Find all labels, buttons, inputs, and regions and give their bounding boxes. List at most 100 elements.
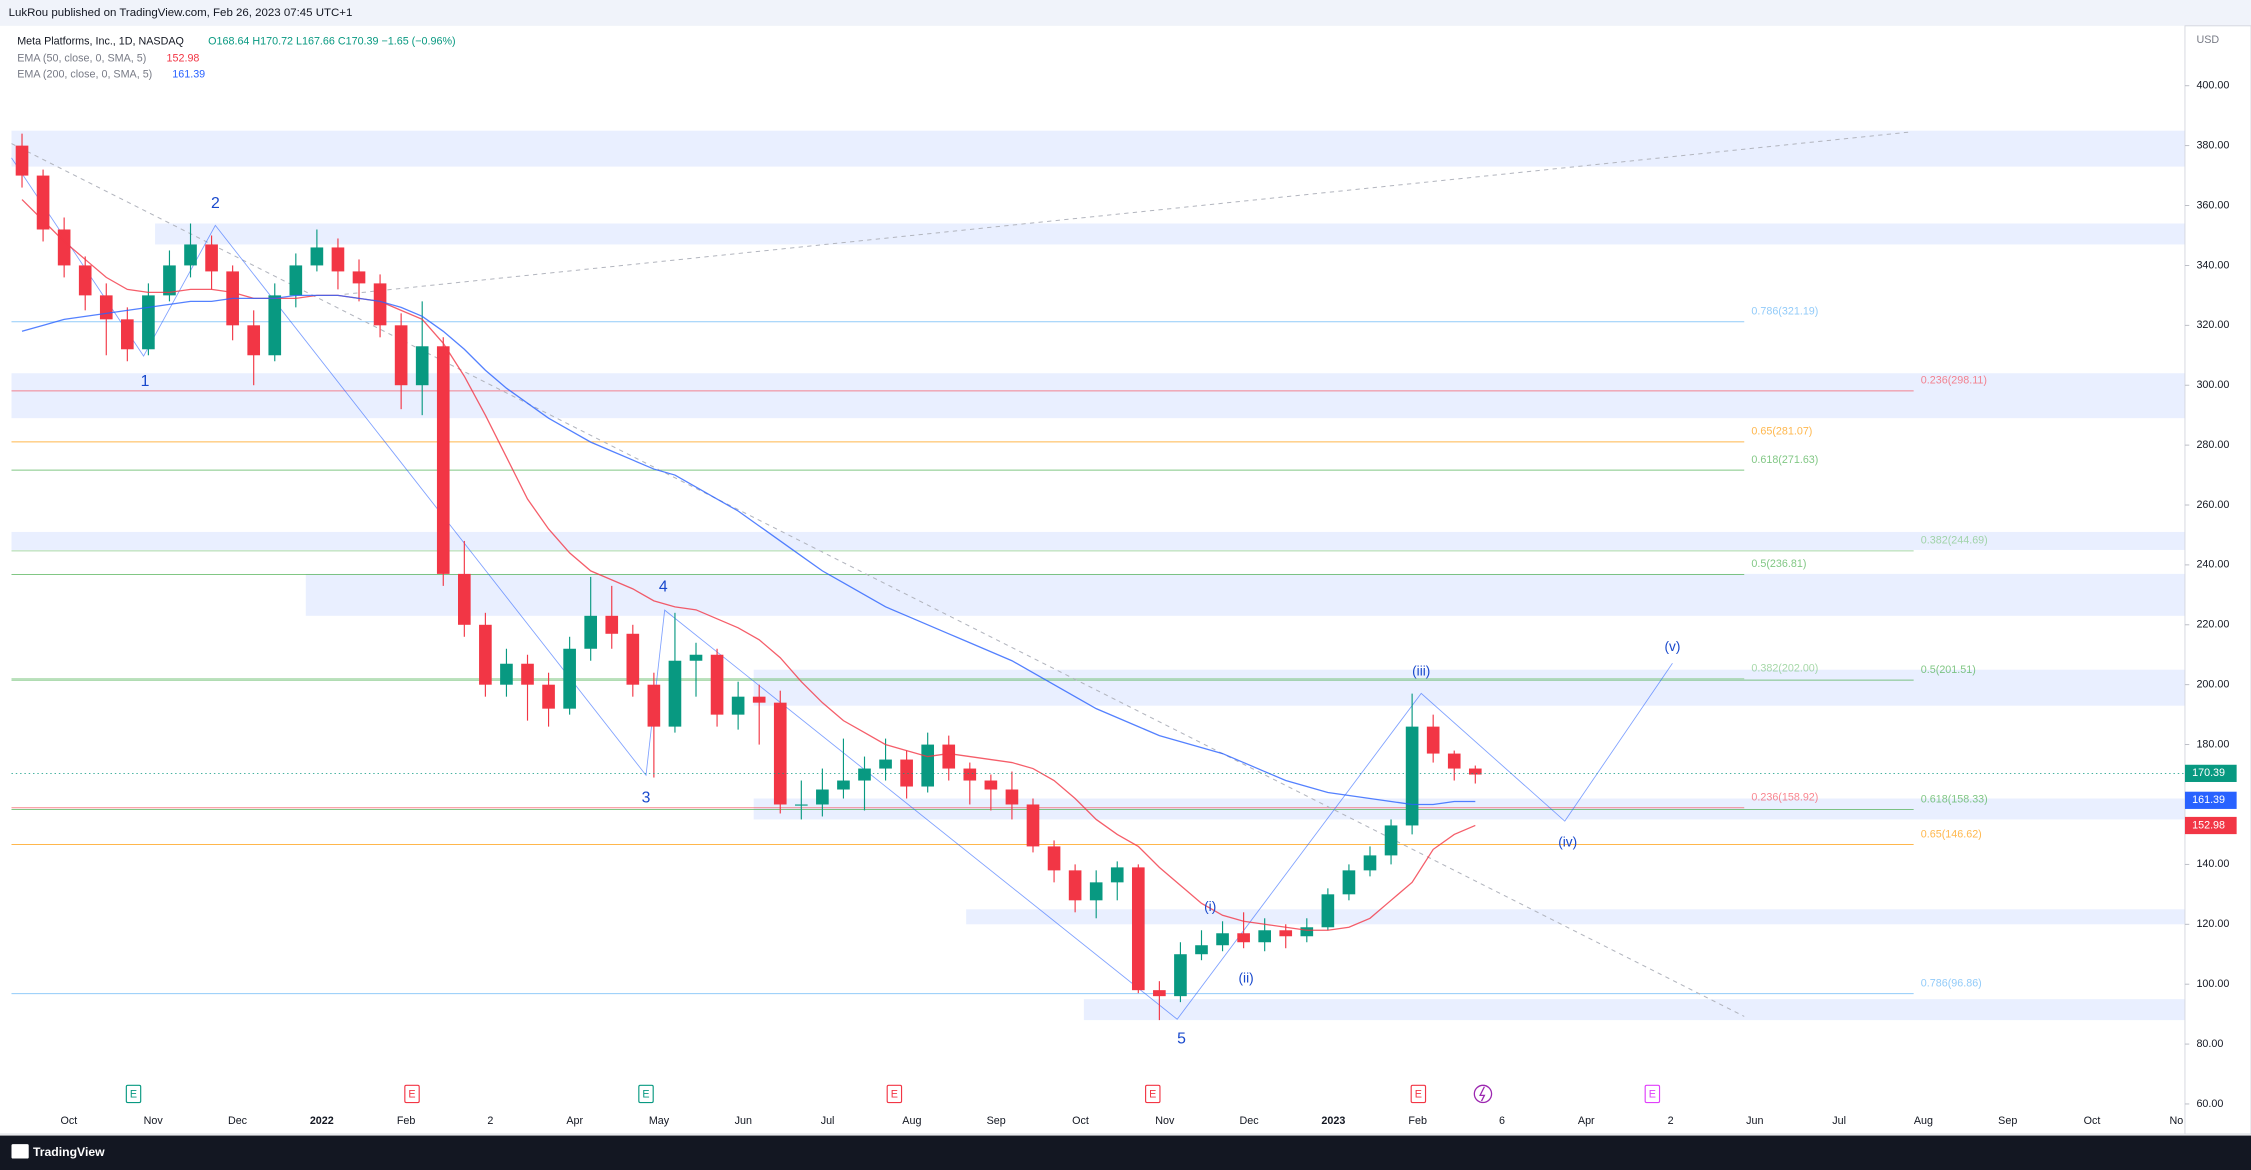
x-tick-label: Apr [566,1115,583,1127]
ema-line [21,294,1476,806]
candle-body [1089,882,1103,901]
candle-body [963,768,977,781]
trend-line [344,131,1910,295]
publisher: LukRou published on TradingView.com, Feb… [9,7,353,19]
wave-label: (i) [1204,899,1216,914]
candle-body [458,573,471,625]
candle-body [773,702,787,805]
earnings-marker: E [125,1084,142,1104]
y-tick-label: 220.00 [2196,619,2229,631]
x-tick-label: Feb [397,1115,416,1127]
y-tick-label: 200.00 [2196,679,2229,691]
candle-body [57,229,71,266]
earnings-label: E [1649,1088,1656,1100]
fib-label: 0.65(146.62) [1921,828,1982,840]
candle-body [837,780,850,790]
candle-body [1216,933,1229,946]
candle-body [521,663,534,685]
candle-body [563,648,576,709]
candle-body [142,295,155,350]
x-tick-label: Nov [1155,1115,1175,1127]
y-tick-label: 140.00 [2196,858,2229,870]
wave-label: (v) [1665,639,1681,654]
y-tick-label: 260.00 [2196,499,2229,511]
header-bar [0,0,2251,26]
candle-body [605,615,619,634]
footer-bar [0,1135,2251,1170]
x-tick-label: May [649,1115,670,1127]
candle-body [942,744,956,769]
candle-body [99,295,113,320]
wave-label: 1 [141,373,150,390]
candle-body [268,295,282,356]
dividend-icon-bolt [1479,1086,1486,1102]
y-tick-label: 80.00 [2196,1038,2223,1050]
price-tag-label: 152.98 [2192,819,2225,831]
x-tick-label: Jun [735,1115,752,1127]
x-tick-label: No [2169,1115,2183,1127]
price-tag [2184,816,2237,835]
earnings-badge [1145,1084,1161,1104]
candle-body [331,247,345,272]
candle-body [794,804,808,806]
x-tick-label: Feb [1408,1115,1427,1127]
candle-body [1047,846,1061,871]
ohlc: O168.64 H170.72 L167.66 C170.39 −1.65 (−… [208,35,455,47]
x-tick-label: Jul [821,1115,835,1127]
earnings-marker: E [1410,1084,1427,1104]
earnings-label: E [130,1088,137,1100]
zone [753,669,2185,706]
y-tick-label: 100.00 [2196,978,2229,990]
y-tick-label: 180.00 [2196,738,2229,750]
candle-body [816,789,829,805]
candle-body [668,660,682,727]
x-tick-label: 6 [1499,1115,1505,1127]
x-tick-label: 2023 [1321,1115,1345,1127]
x-tick-label: Aug [902,1115,921,1127]
x-tick-label: Oct [2084,1115,2101,1127]
x-tick-label: Apr [1578,1115,1595,1127]
plot-area: 0.786(321.19) 0.65(281.07) 0.618(271.63) 0.… [11,130,2185,1104]
fib-label: 0.786(321.19) [1751,306,1818,318]
earnings-badge [125,1084,142,1104]
wave-label: (ii) [1239,971,1254,986]
fib-label: 0.382(244.69) [1921,535,1988,547]
legend-value: 152.98 [167,53,200,65]
price-tag-label: 161.39 [2192,794,2225,806]
candle-body [1321,894,1335,928]
candle-body [500,663,513,685]
price-tag [2184,791,2237,809]
earnings-label: E [408,1088,415,1100]
x-tick-label: Oct [1072,1115,1089,1127]
candle-body [710,654,724,715]
candle-body [1258,930,1271,943]
zone [11,130,2185,167]
fib-label: 0.786(96.86) [1921,977,1982,989]
zone [11,373,2185,419]
earnings-marker: E [1644,1084,1661,1104]
symbol-title: Meta Platforms, Inc., 1D, NASDAQ [17,35,184,47]
candle-body [184,244,197,266]
wave-label: 4 [659,578,668,595]
x-tick-label: Jul [1832,1115,1846,1127]
x-tick-label: Oct [61,1115,78,1127]
legend-value: 161.39 [172,68,205,80]
x-tick-label: Jun [1746,1115,1763,1127]
candle-body [1384,825,1398,856]
candle-body [121,319,134,350]
candle-body [542,684,555,709]
y-tick-label: 60.00 [2196,1098,2223,1110]
candle-body [1363,855,1377,871]
candle-body [1131,867,1145,991]
candle-body [1426,726,1440,754]
candle-body [78,265,92,296]
brand-logo [11,1144,29,1159]
candle-body [247,325,261,356]
legend-entry: EMA (50, close, 0, SMA, 5) [17,53,146,65]
candle-body [1279,930,1293,937]
candle-body [626,633,640,685]
axes: 60.0080.00100.00120.00140.00160.00180.00… [61,80,2237,1127]
price-axis [2184,25,2251,1135]
zone [753,798,2185,820]
